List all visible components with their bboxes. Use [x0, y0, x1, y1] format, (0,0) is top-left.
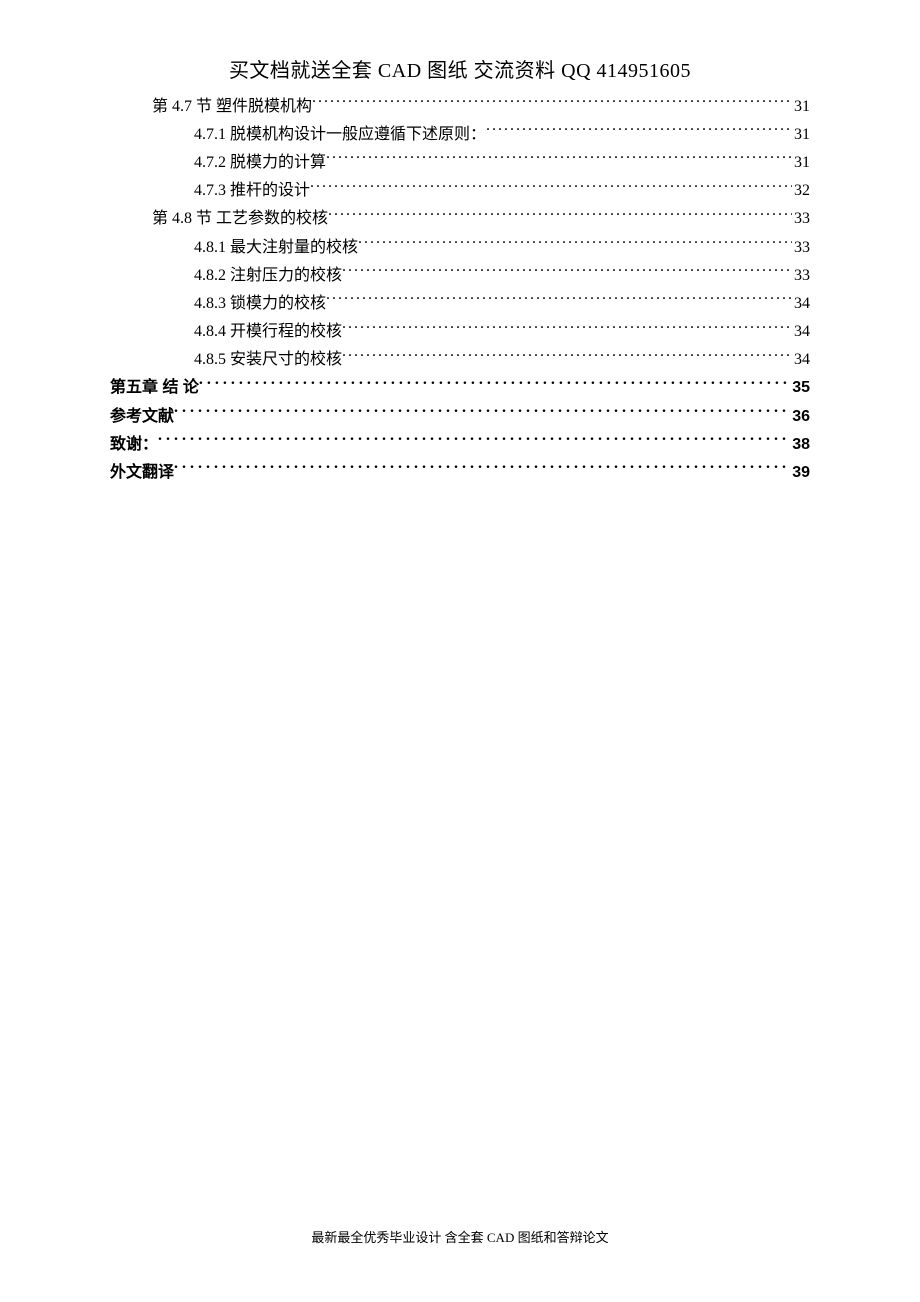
toc-leader-dots [174, 403, 790, 421]
toc-leader-dots [342, 319, 792, 337]
toc-entry-page: 33 [792, 263, 810, 289]
toc-entry-page: 36 [790, 404, 810, 430]
toc-entry: 4.8.3 锁模力的校核 34 [110, 290, 810, 316]
toc-entry: 4.8.5 安装尺寸的校核 34 [110, 347, 810, 373]
toc-entry-page: 34 [792, 347, 810, 373]
toc-entry-label: 第 4.7 节 塑件脱模机构 [152, 94, 312, 120]
toc-entry-page: 35 [790, 375, 810, 401]
toc-entry-label: 4.8.4 开模行程的校核 [194, 319, 342, 345]
toc-entry: 4.8.4 开模行程的校核 34 [110, 319, 810, 345]
toc-entry: 致谢： 38 [110, 431, 810, 457]
toc-entry-page: 33 [792, 235, 810, 261]
toc-leader-dots [312, 93, 792, 111]
toc-leader-dots [174, 459, 790, 477]
toc-entry: 第 4.7 节 塑件脱模机构 31 [110, 93, 810, 119]
toc-entry-label: 4.7.3 推杆的设计 [194, 178, 310, 204]
toc-entry-label: 4.7.2 脱模力的计算 [194, 150, 326, 176]
toc-leader-dots [342, 262, 792, 280]
toc-leader-dots [342, 347, 792, 365]
toc-entry-page: 38 [790, 432, 810, 458]
toc-entry-label: 4.8.2 注射压力的校核 [194, 263, 342, 289]
toc-leader-dots [326, 290, 792, 308]
document-page: 买文档就送全套 CAD 图纸 交流资料 QQ 414951605 第 4.7 节… [0, 0, 920, 1302]
toc-entry-page: 33 [792, 206, 810, 232]
toc-entry-page: 34 [792, 291, 810, 317]
toc-entry: 参考文献 36 [110, 403, 810, 429]
toc-leader-dots [328, 206, 792, 224]
toc-entry-page: 31 [792, 150, 810, 176]
toc-leader-dots [358, 234, 792, 252]
toc-entry-page: 31 [792, 94, 810, 120]
table-of-contents: 第 4.7 节 塑件脱模机构 31 4.7.1 脱模机构设计一般应遵循下述原则： 31… [110, 93, 810, 486]
toc-entry: 4.7.1 脱模机构设计一般应遵循下述原则： 31 [110, 121, 810, 147]
toc-leader-dots [158, 431, 790, 449]
toc-entry-label: 4.7.1 脱模机构设计一般应遵循下述原则： [194, 122, 486, 148]
toc-entry-page: 39 [790, 460, 810, 486]
page-header: 买文档就送全套 CAD 图纸 交流资料 QQ 414951605 [110, 54, 810, 83]
page-footer: 最新最全优秀毕业设计 含全套 CAD 图纸和答辩论文 [0, 1227, 920, 1246]
toc-entry-label: 第 4.8 节 工艺参数的校核 [152, 206, 328, 232]
toc-leader-dots [486, 121, 792, 139]
toc-entry: 4.7.3 推杆的设计 32 [110, 178, 810, 204]
toc-entry: 第 4.8 节 工艺参数的校核 33 [110, 206, 810, 232]
toc-leader-dots [326, 149, 792, 167]
toc-entry: 4.8.2 注射压力的校核 33 [110, 262, 810, 288]
toc-entry-page: 31 [792, 122, 810, 148]
toc-entry-page: 32 [792, 178, 810, 204]
toc-entry-label: 外文翻译 [110, 460, 174, 486]
toc-entry: 4.8.1 最大注射量的校核 33 [110, 234, 810, 260]
toc-entry-label: 第五章 结 论 [110, 375, 199, 401]
toc-entry-label: 参考文献 [110, 404, 174, 430]
toc-leader-dots [199, 375, 790, 393]
toc-entry: 4.7.2 脱模力的计算 31 [110, 149, 810, 175]
toc-leader-dots [310, 178, 792, 196]
toc-entry: 第五章 结 论 35 [110, 375, 810, 401]
toc-entry-label: 4.8.5 安装尺寸的校核 [194, 347, 342, 373]
toc-entry-page: 34 [792, 319, 810, 345]
toc-entry-label: 4.8.3 锁模力的校核 [194, 291, 326, 317]
toc-entry-label: 致谢： [110, 432, 158, 458]
toc-entry: 外文翻译 39 [110, 459, 810, 485]
toc-entry-label: 4.8.1 最大注射量的校核 [194, 235, 358, 261]
